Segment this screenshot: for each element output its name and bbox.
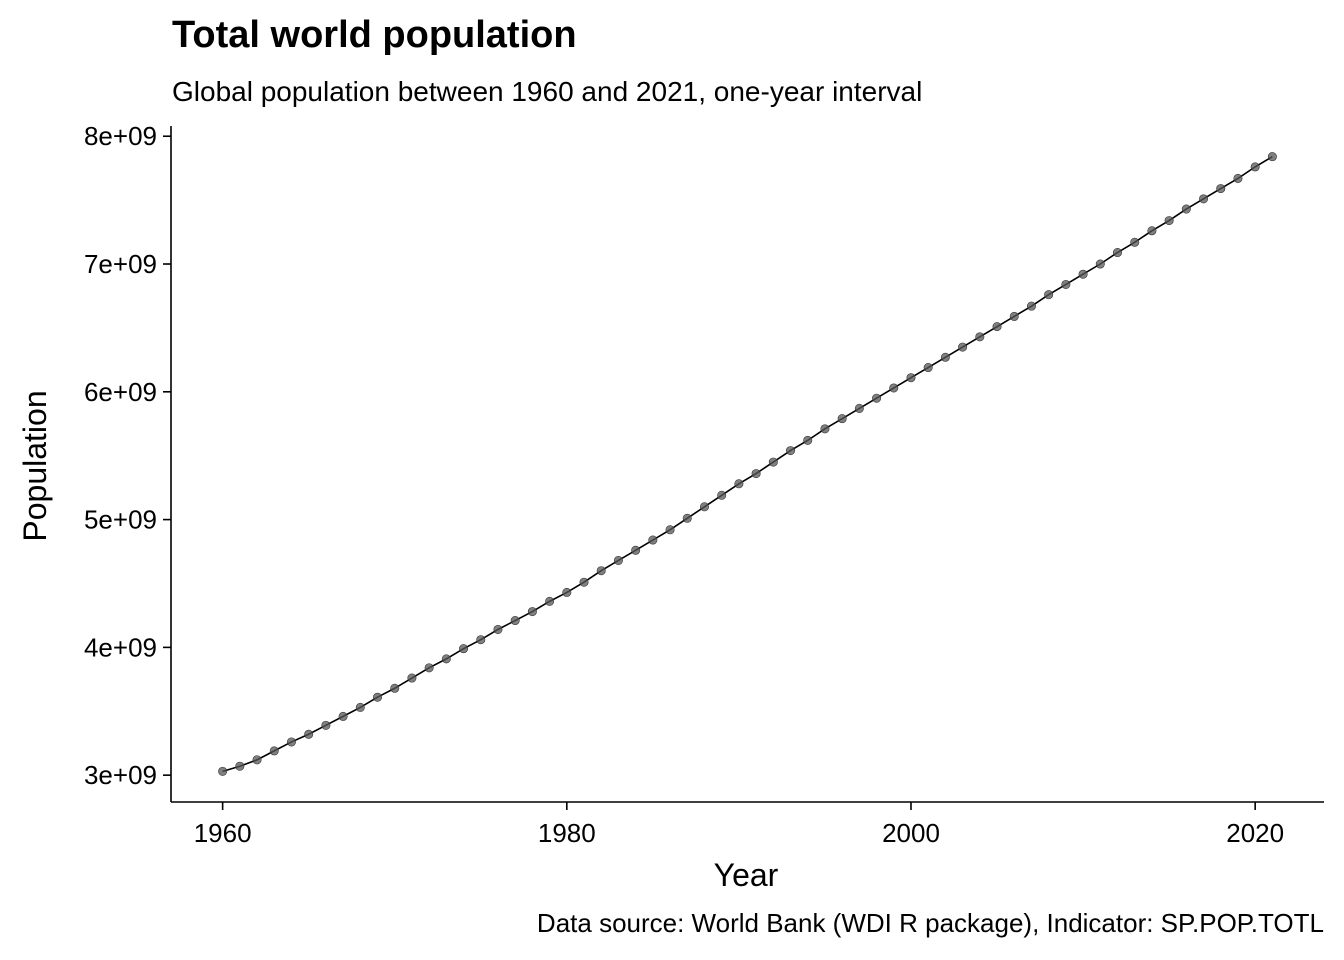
data-point [527, 607, 537, 617]
data-point [510, 616, 520, 626]
data-point [286, 737, 296, 747]
data-point [218, 766, 228, 776]
data-point [1250, 162, 1260, 172]
data-point [734, 479, 744, 489]
data-point [699, 502, 709, 512]
plot-marks [218, 152, 1277, 776]
data-point [1095, 259, 1105, 269]
data-point [493, 624, 503, 634]
x-tick-label: 2020 [1226, 818, 1284, 848]
data-point [837, 414, 847, 424]
data-point [613, 555, 623, 565]
data-point [545, 596, 555, 606]
data-point [751, 469, 761, 479]
data-point [1112, 248, 1122, 258]
y-tick-label: 8e+09 [84, 121, 157, 151]
data-point [562, 587, 572, 597]
y-tick-label: 5e+09 [84, 505, 157, 535]
chart-title: Total world population [172, 14, 577, 56]
data-point [958, 342, 968, 352]
data-point [854, 403, 864, 413]
data-point [338, 711, 348, 721]
data-point [923, 363, 933, 373]
data-point [1181, 204, 1191, 214]
data-point [975, 332, 985, 342]
data-point [1078, 269, 1088, 279]
data-point [373, 692, 383, 702]
data-point [459, 644, 469, 654]
data-point [768, 457, 778, 467]
data-point [889, 383, 899, 393]
data-point [269, 746, 279, 756]
data-point [235, 761, 245, 771]
data-point [579, 577, 589, 587]
data-point [1216, 184, 1226, 194]
data-point [940, 352, 950, 362]
data-point [820, 424, 830, 434]
data-point [803, 435, 813, 445]
data-point [1233, 173, 1243, 183]
data-point [441, 654, 451, 664]
data-point [1164, 216, 1174, 226]
data-point [717, 490, 727, 500]
data-point [390, 683, 400, 693]
data-point [872, 393, 882, 403]
data-point [407, 673, 417, 683]
data-point [1009, 311, 1019, 321]
data-point [786, 446, 796, 456]
data-point [1026, 301, 1036, 311]
y-tick-label: 7e+09 [84, 249, 157, 279]
data-point [906, 373, 916, 383]
data-point [321, 720, 331, 730]
data-point [631, 545, 641, 555]
data-point [992, 322, 1002, 332]
y-tick-label: 3e+09 [84, 760, 157, 790]
data-point [596, 566, 606, 576]
data-point [355, 702, 365, 712]
data-point [424, 663, 434, 673]
data-point [1147, 226, 1157, 236]
data-point [1061, 279, 1071, 289]
data-point [304, 729, 314, 739]
x-axis-title: Year [714, 857, 779, 893]
data-point [1267, 152, 1277, 162]
x-tick-label: 2000 [882, 818, 940, 848]
x-tick-label: 1980 [538, 818, 596, 848]
y-axis-title: Population [17, 390, 53, 541]
y-tick-label: 6e+09 [84, 377, 157, 407]
data-point [476, 635, 486, 645]
data-point [252, 755, 262, 765]
data-source-caption: Data source: World Bank (WDI R package),… [536, 908, 1324, 938]
data-point [1199, 194, 1209, 204]
x-tick-label: 1960 [194, 818, 252, 848]
data-point [648, 535, 658, 545]
data-point [682, 513, 692, 523]
data-point [1130, 237, 1140, 247]
y-tick-label: 4e+09 [84, 632, 157, 662]
data-point [1044, 290, 1054, 300]
plot-axes: 3e+09 4e+09 5e+09 6e+09 7e+09 8e+09 1960 1980 20… [84, 121, 1324, 848]
data-point [665, 525, 675, 535]
chart-subtitle: Global population between 1960 and 2021,… [172, 76, 923, 107]
